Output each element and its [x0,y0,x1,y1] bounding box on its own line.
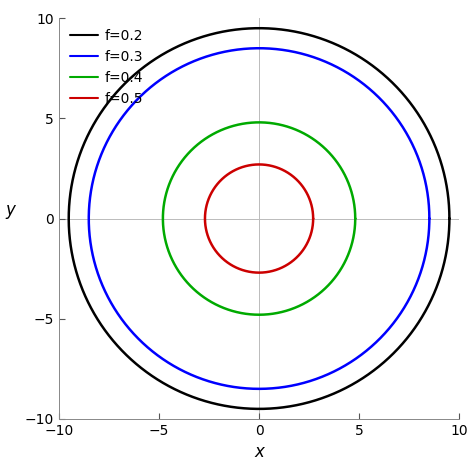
Line: f=0.2: f=0.2 [69,28,449,409]
f=0.4 [160,208,166,213]
f=0.3 [427,216,432,221]
f=0.3 [91,173,97,179]
Y-axis label: y: y [6,201,16,219]
f=0.5 [256,162,262,167]
f=0.5 [202,211,208,217]
f=0.5 [310,225,315,231]
f=0.3 [424,246,429,252]
f=0.2 [444,249,449,255]
X-axis label: x: x [254,443,264,461]
f=0.4 [347,185,353,191]
f=0.3 [297,381,302,387]
f=0.5 [310,216,316,221]
f=0.5 [310,225,315,231]
f=0.3 [256,46,262,51]
f=0.3 [256,386,262,392]
Line: f=0.3: f=0.3 [89,48,429,389]
f=0.3 [86,201,92,207]
f=0.5 [204,202,210,208]
Legend: f=0.2, f=0.3, f=0.4, f=0.5: f=0.2, f=0.3, f=0.4, f=0.5 [65,25,147,110]
f=0.4 [351,233,356,238]
f=0.3 [427,216,432,221]
f=0.2 [301,401,307,406]
f=0.2 [66,200,72,206]
f=0.2 [444,250,449,255]
f=0.4 [256,312,262,318]
f=0.5 [308,199,313,204]
f=0.4 [352,216,358,221]
f=0.2 [437,156,443,162]
Line: f=0.5: f=0.5 [205,164,313,273]
f=0.4 [256,119,262,125]
f=0.5 [256,270,262,275]
f=0.5 [310,216,316,221]
f=0.2 [256,25,262,31]
f=0.4 [352,216,358,221]
f=0.2 [447,216,452,221]
f=0.4 [351,233,356,238]
f=0.2 [256,406,262,412]
f=0.2 [447,216,452,221]
f=0.5 [269,268,275,274]
f=0.3 [424,246,429,251]
f=0.3 [418,162,424,168]
f=0.4 [163,192,169,198]
f=0.4 [279,309,285,315]
f=0.2 [72,169,77,174]
Line: f=0.4: f=0.4 [163,122,355,315]
